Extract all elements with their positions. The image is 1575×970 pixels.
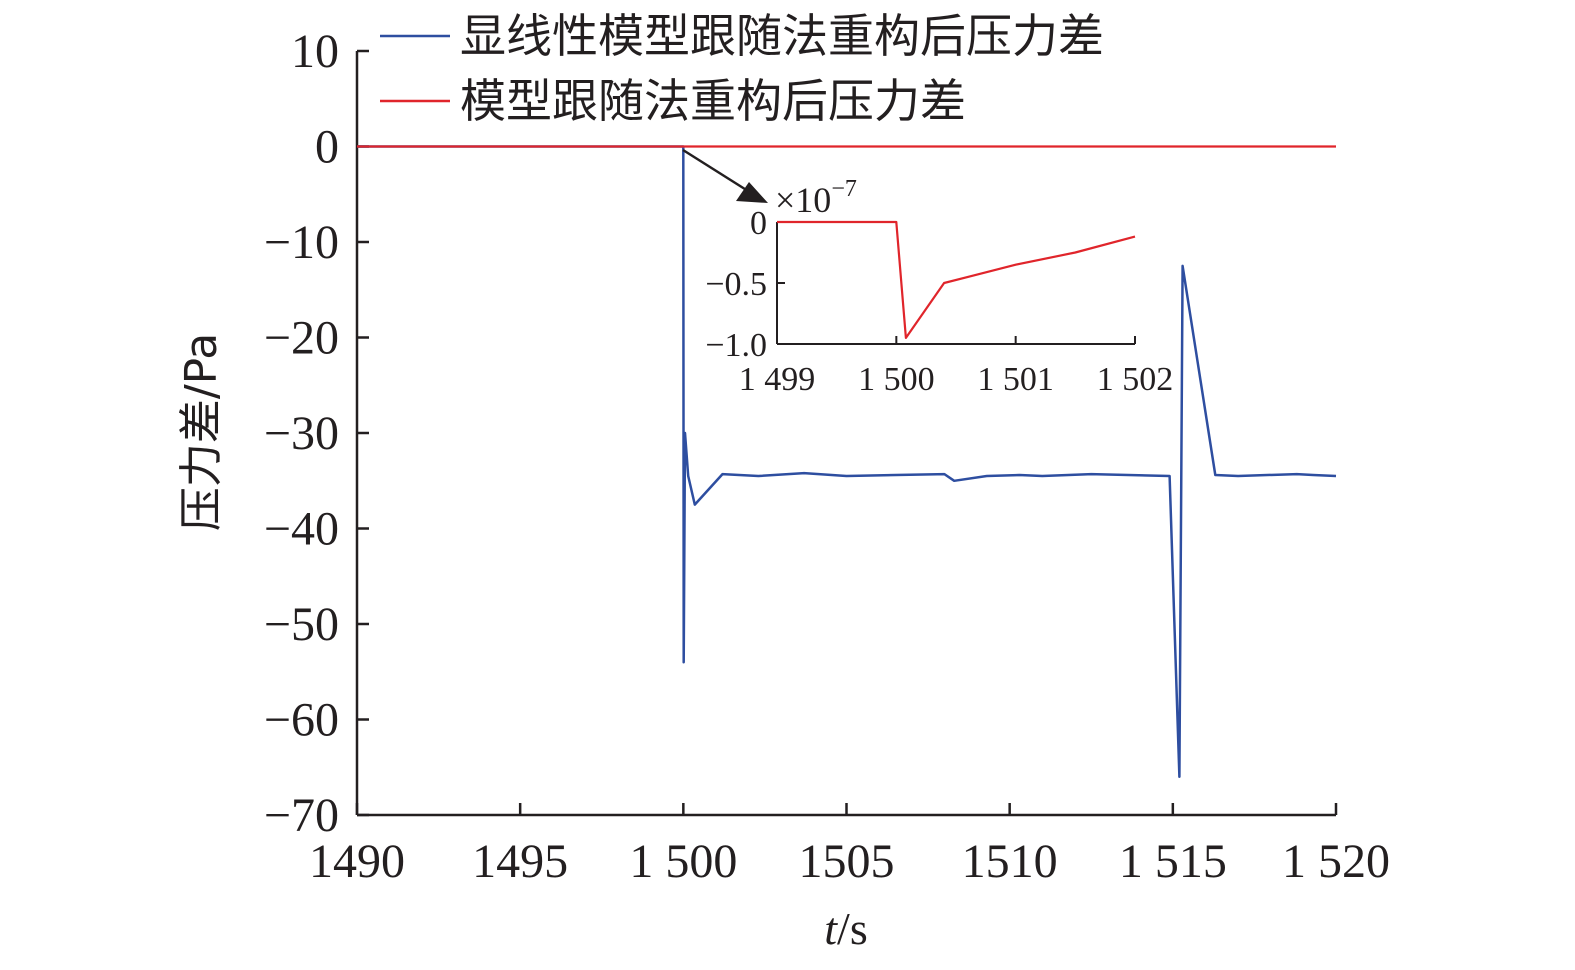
- x-tick-label: 1505: [799, 835, 895, 888]
- y-tick-label: −60: [264, 694, 339, 747]
- x-axis-title: t/s: [824, 903, 867, 954]
- y-tick-label: −40: [264, 503, 339, 556]
- x-tick-label: 1 515: [1119, 835, 1227, 888]
- inset-exponent-base: ×10: [775, 180, 831, 220]
- x-tick-label: 1510: [962, 835, 1058, 888]
- x-tick-label: 1 520: [1282, 835, 1390, 888]
- y-axis-title: 压力差/Pa: [176, 333, 227, 531]
- legend-label-1: 模型跟随法重构后压力差: [460, 74, 966, 128]
- inset-y-tick-label: −0.5: [705, 266, 767, 303]
- legend: 显线性模型跟随法重构后压力差 模型跟随法重构后压力差: [380, 9, 1104, 128]
- inset-y-tick-label: 0: [750, 205, 767, 242]
- inset-axes: [767, 177, 1180, 399]
- inset-x-tick-label: 1 500: [858, 361, 935, 398]
- y-tick-label: −70: [264, 789, 339, 842]
- zoom-arrow-line: [682, 148, 749, 193]
- inset-exponent-power: −7: [831, 176, 857, 202]
- inset-exponent-label: ×10−7: [775, 176, 857, 220]
- zoom-arrow: [682, 148, 768, 203]
- x-tick-label: 1495: [472, 835, 568, 888]
- zoom-arrow-head: [736, 182, 768, 203]
- x-tick-label: 1 500: [629, 835, 737, 888]
- inset-series-line-0: [777, 220, 1136, 339]
- x-axis-title-variable: t: [824, 903, 838, 954]
- inset-x-tick-label: 1 501: [977, 361, 1054, 398]
- y-tick-label: −50: [264, 598, 339, 651]
- main-axes: [355, 51, 1336, 817]
- y-tick-label: −10: [264, 216, 339, 269]
- x-axis-title-unit: /s: [837, 903, 868, 954]
- y-tick-label: 0: [315, 121, 339, 174]
- inset-x-tick-label: 1 499: [739, 361, 816, 398]
- y-tick-label: −30: [264, 407, 339, 460]
- y-tick-label: −20: [264, 312, 339, 365]
- y-tick-label: 10: [291, 25, 339, 78]
- inset-series: [777, 220, 1136, 339]
- x-tick-label: 1490: [309, 835, 405, 888]
- main-series: [357, 145, 1337, 779]
- inset-x-tick-label: 1 502: [1097, 361, 1174, 398]
- inset-y-tick-label: −1.0: [705, 327, 767, 364]
- inset-ticks: 0 −0.5 −1.01 499 1 500 1 501 1 502: [705, 205, 1173, 398]
- legend-label-0: 显线性模型跟随法重构后压力差: [460, 9, 1104, 63]
- inset-plot: 0 −0.5 −1.01 499 1 500 1 501 1 502 ×10−7: [705, 176, 1180, 399]
- series-line-0: [357, 145, 1337, 779]
- inset-background: [767, 177, 1180, 399]
